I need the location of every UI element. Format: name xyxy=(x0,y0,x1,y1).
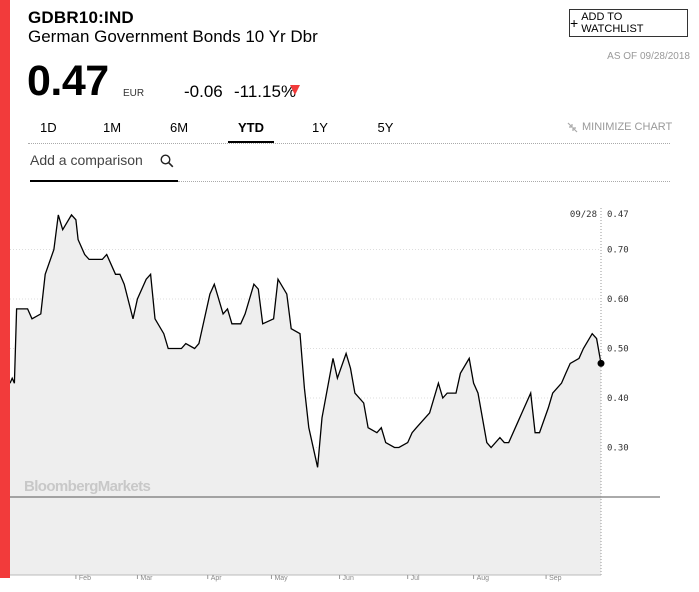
add-to-watchlist-button[interactable]: + ADD TO WATCHLIST xyxy=(569,9,688,37)
x-tick-label: Apr xyxy=(211,575,223,582)
x-tick-label: Feb xyxy=(79,575,91,582)
price-change: -0.06 xyxy=(184,82,223,101)
y-tick-label: 0.40 xyxy=(607,394,629,404)
currency-label: EUR xyxy=(123,88,145,99)
comparison-placeholder: Add a comparison xyxy=(30,152,143,168)
x-tick-label: Mar xyxy=(140,575,153,582)
search-icon xyxy=(160,154,174,168)
y-tick-label: 0.50 xyxy=(607,345,629,355)
down-arrow-icon xyxy=(290,85,300,95)
x-tick-label: Aug xyxy=(477,575,490,582)
y-tick-label: 0.70 xyxy=(607,246,629,256)
tab-1m[interactable]: 1M xyxy=(103,120,122,135)
x-tick-label: May xyxy=(274,575,288,582)
comparison-search-input[interactable]: Add a comparison xyxy=(30,152,178,182)
tab-1y[interactable]: 1Y xyxy=(312,120,328,135)
minimize-icon xyxy=(567,122,578,132)
plus-icon: + xyxy=(570,14,579,31)
tab-ytd[interactable]: YTD xyxy=(228,120,274,143)
tab-6m[interactable]: 6M xyxy=(169,120,189,135)
x-tick-label: Jul xyxy=(411,575,420,582)
as-of-date: AS OF 09/28/2018 xyxy=(607,51,690,62)
minimize-chart-label: MINIMIZE CHART xyxy=(582,121,673,133)
y-tick-label: 0.30 xyxy=(607,444,629,454)
y-tick-label: 0.60 xyxy=(607,295,629,305)
divider xyxy=(178,181,670,182)
last-price: 0.47 xyxy=(27,57,109,105)
ticker-symbol: GDBR10:IND xyxy=(28,8,134,27)
x-tick-label: Sep xyxy=(549,575,562,582)
security-name: German Government Bonds 10 Yr Dbr xyxy=(28,27,318,46)
last-point-value: 0.47 xyxy=(607,210,629,220)
last-point-date: 09/28 xyxy=(570,210,597,220)
bloomberg-watermark: BloombergMarkets xyxy=(24,478,151,495)
tab-5y[interactable]: 5Y xyxy=(377,120,394,135)
last-point xyxy=(597,359,605,367)
x-tick-label: Jun xyxy=(343,575,354,582)
tab-1d[interactable]: 1D xyxy=(40,120,57,135)
add-to-watchlist-label: ADD TO WATCHLIST xyxy=(581,11,644,35)
price-chart[interactable]: 09/28 0.47 0.70 0.60 0.50 0.40 0.30 Feb Mar Apr Ma… xyxy=(10,200,690,590)
area-fill xyxy=(10,214,601,575)
percent-change: -11.15% xyxy=(234,82,297,101)
minimize-chart-button[interactable]: MINIMIZE CHART xyxy=(567,121,672,133)
divider xyxy=(28,143,670,144)
accent-bar xyxy=(0,0,10,578)
series-line xyxy=(10,213,602,468)
